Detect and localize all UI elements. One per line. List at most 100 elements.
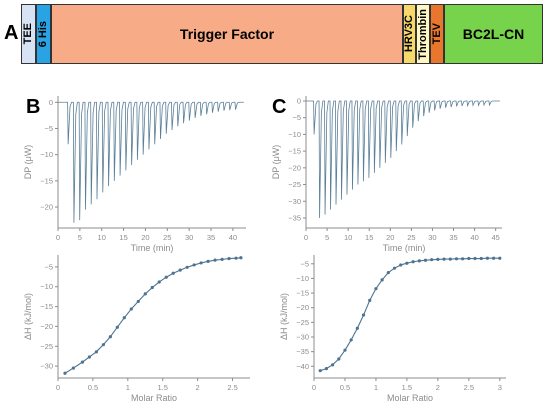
data-point (178, 268, 182, 272)
data-point (467, 256, 471, 261)
y-tick-label: −20 (40, 203, 53, 212)
x-tick-label: 15 (365, 233, 373, 242)
data-point (192, 263, 196, 267)
y-tick-label: −30 (40, 362, 53, 371)
segment-trigger-factor: Trigger Factor (51, 4, 403, 64)
data-point (206, 259, 210, 263)
y-tick-label: −30 (288, 197, 301, 206)
x-tick-label: 5 (78, 233, 82, 242)
thermogram-trace (306, 100, 500, 218)
data-point (368, 298, 372, 302)
x-tick-label: 0 (56, 233, 60, 242)
x-tick-label: 40 (229, 233, 237, 242)
y-tick-label: −30 (296, 333, 309, 342)
x-tick-label: 1 (126, 383, 130, 392)
construct-diagram: TEE 6 His Trigger Factor HRV3C Thrombin … (21, 4, 543, 64)
x-tick-label: 2 (436, 383, 440, 392)
data-point (80, 360, 85, 364)
x-tick-label: 35 (449, 233, 457, 242)
data-point (411, 260, 415, 264)
x-tick-label: 0 (304, 233, 308, 242)
data-point (220, 257, 224, 261)
segment-tev: TEV (430, 4, 444, 64)
data-point (436, 257, 440, 261)
y-tick-label: −25 (296, 318, 309, 327)
data-point (136, 299, 140, 304)
x-tick-label: 10 (344, 233, 352, 242)
data-point (343, 348, 347, 352)
y-tick-label: −5 (292, 113, 301, 122)
data-point (324, 367, 328, 371)
y-tick-label: −15 (40, 302, 53, 311)
x-tick-label: 20 (141, 233, 149, 242)
data-point (479, 256, 483, 261)
data-point (234, 256, 238, 260)
segment-6his: 6 His (36, 4, 51, 64)
data-point (498, 256, 502, 260)
data-point (63, 371, 67, 375)
data-point (199, 261, 203, 265)
x-axis-label: Molar Ratio (387, 393, 433, 403)
x-tick-label: 1 (374, 383, 378, 392)
data-point (355, 326, 359, 330)
thermogram-trace (58, 101, 244, 223)
data-point (171, 271, 175, 275)
data-point (108, 335, 112, 339)
data-point (473, 256, 477, 261)
data-point (442, 257, 446, 261)
x-axis-label: Time (min) (383, 243, 426, 253)
y-axis-label: ΔH (kJ/mol) (279, 293, 289, 340)
y-tick-label: −15 (288, 147, 301, 156)
data-point (349, 338, 353, 342)
data-point (430, 258, 434, 262)
data-point (392, 266, 397, 270)
data-point (122, 316, 126, 320)
y-tick-label: −40 (296, 362, 309, 371)
x-tick-label: 10 (98, 233, 106, 242)
data-point (399, 263, 403, 267)
y-tick-label: −35 (296, 347, 309, 356)
y-tick-label: −20 (40, 322, 53, 331)
y-tick-label: −25 (288, 180, 301, 189)
y-tick-label: −20 (296, 303, 309, 312)
segment-thrombin: Thrombin (416, 4, 430, 64)
data-point (417, 259, 421, 263)
data-point (164, 275, 168, 279)
data-point (71, 366, 75, 370)
x-tick-label: 5 (325, 233, 329, 242)
x-tick-label: 30 (428, 233, 436, 242)
y-tick-label: −15 (40, 176, 53, 185)
data-point (185, 265, 189, 269)
y-tick-label: 0 (49, 98, 53, 107)
data-point (318, 369, 322, 373)
data-point (239, 256, 243, 260)
y-axis-label: ΔH (kJ/mol) (23, 293, 33, 340)
segment-hrv3c: HRV3C (403, 4, 416, 64)
x-tick-label: 3 (498, 383, 502, 392)
data-point (227, 256, 231, 261)
data-point (361, 313, 366, 317)
data-point (115, 325, 119, 329)
data-point (94, 350, 98, 354)
data-point (129, 307, 133, 311)
data-point (492, 256, 496, 260)
data-point (380, 278, 384, 282)
data-point (143, 292, 147, 296)
x-tick-label: 45 (492, 233, 500, 242)
y-axis-label: DP (μW) (271, 145, 281, 180)
x-tick-label: 25 (163, 233, 171, 242)
y-tick-label: −10 (40, 150, 53, 159)
x-tick-label: 2 (196, 383, 200, 392)
panel-label-c: C (272, 96, 287, 118)
x-tick-label: 1.5 (158, 383, 168, 392)
data-point (337, 357, 341, 361)
data-point (485, 256, 490, 260)
data-point (423, 258, 428, 262)
x-axis-label: Molar Ratio (131, 393, 177, 403)
y-tick-label: −10 (40, 282, 53, 291)
x-axis-label: Time (min) (131, 243, 174, 253)
y-tick-label: 0 (297, 97, 301, 106)
